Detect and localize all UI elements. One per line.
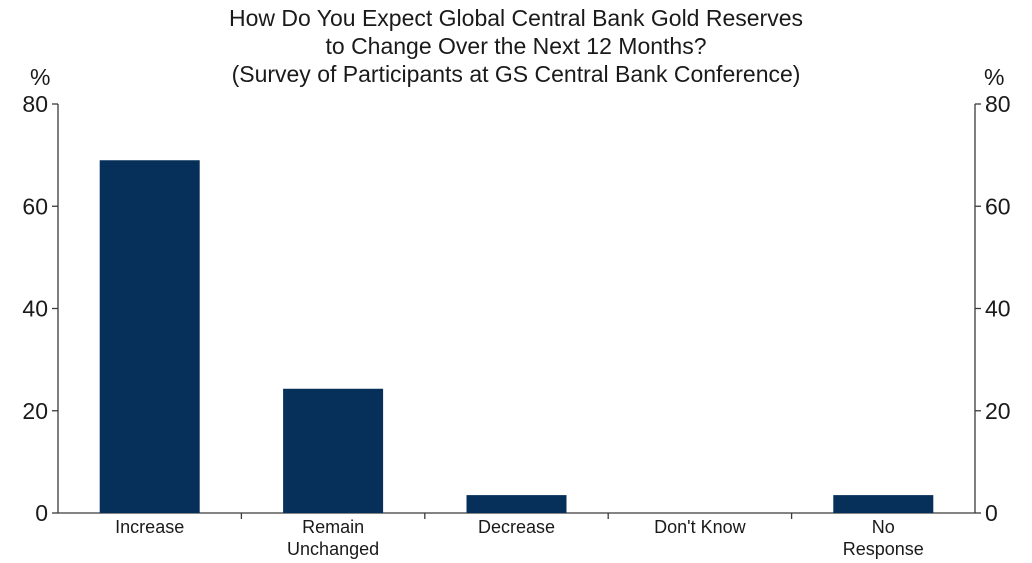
x-tick-label: Don't Know	[654, 517, 746, 537]
x-tick-label: Unchanged	[287, 539, 379, 559]
bar-4	[833, 495, 934, 513]
right-y-tick-label: 20	[985, 398, 1011, 424]
title-line-1: How Do You Expect Global Central Bank Go…	[228, 5, 804, 31]
right-y-tick-label: 40	[985, 296, 1011, 322]
bar-1	[283, 388, 384, 513]
right-y-tick-label: 80	[985, 91, 1011, 117]
left-axis-unit: %	[30, 64, 51, 90]
chart-title: How Do You Expect Global Central Bank Go…	[0, 4, 1032, 88]
x-tick-label: Increase	[115, 517, 184, 537]
right-axis-unit: %	[984, 64, 1005, 90]
left-y-tick-label: 60	[22, 193, 48, 219]
right-y-tick-label: 60	[985, 193, 1011, 219]
left-y-tick-label: 40	[22, 296, 48, 322]
left-y-tick-label: 80	[22, 91, 48, 117]
x-tick-label: No	[872, 517, 895, 537]
left-y-tick-label: 20	[22, 398, 48, 424]
x-tick-label: Response	[843, 539, 924, 559]
x-tick-label: Decrease	[478, 517, 555, 537]
title-line-2: to Change Over the Next 12 Months?	[325, 33, 707, 59]
left-y-tick-label: 0	[35, 500, 48, 526]
title-line-3: (Survey of Participants at GS Central Ba…	[231, 61, 801, 87]
x-tick-label: Remain	[302, 517, 364, 537]
bar-0	[99, 160, 200, 514]
bar-2	[466, 495, 567, 513]
right-y-tick-label: 0	[985, 500, 998, 526]
